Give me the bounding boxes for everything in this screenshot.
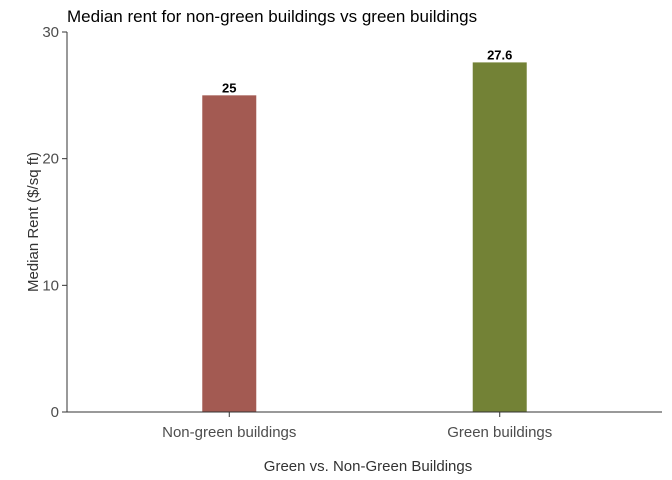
- y-tick-label: 20: [42, 151, 59, 168]
- data-labels-group: 25 27.6: [222, 47, 512, 95]
- bar-value-label: 27.6: [487, 47, 512, 62]
- x-axis: Non-green buildings Green buildings: [67, 411, 662, 441]
- x-tick-label: Non-green buildings: [162, 424, 296, 441]
- y-tick-label: 0: [51, 404, 59, 421]
- bar: [472, 62, 527, 413]
- x-tick-label: Green buildings: [447, 424, 552, 441]
- bars-group: [202, 62, 527, 413]
- chart-title: Median rent for non-green buildings vs g…: [67, 7, 477, 26]
- y-axis-title: Median Rent ($/sq ft): [25, 152, 42, 292]
- y-tick-label: 30: [42, 24, 59, 41]
- bar: [202, 95, 257, 412]
- bar-value-label: 25: [222, 80, 236, 95]
- x-axis-title: Green vs. Non-Green Buildings: [264, 458, 472, 475]
- y-axis: 0 10 20 30: [42, 24, 68, 421]
- y-tick-label: 10: [42, 277, 59, 294]
